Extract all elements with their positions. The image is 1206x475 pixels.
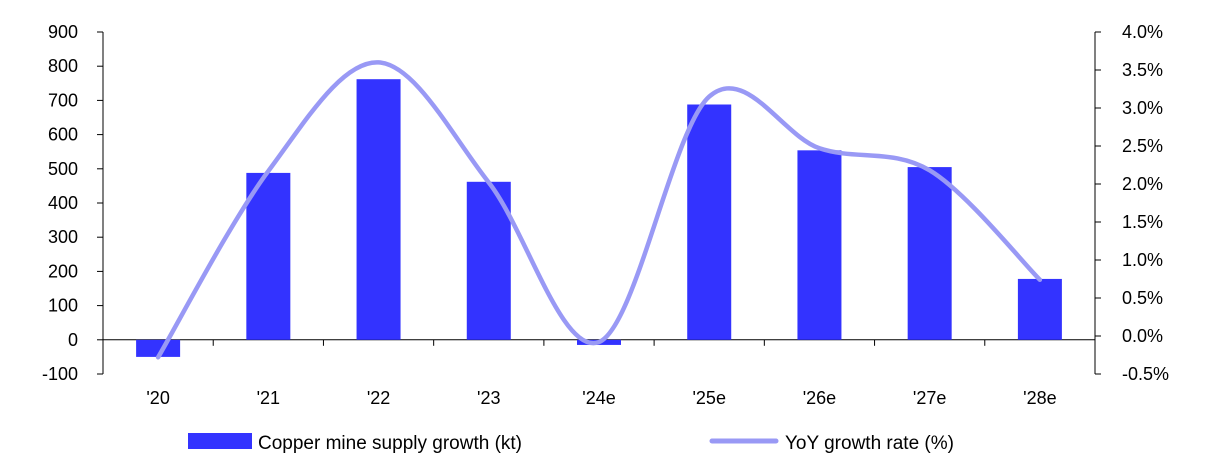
y-right-tick-label: 4.0% bbox=[1122, 22, 1163, 42]
bar bbox=[797, 150, 842, 340]
y-right-tick-label: 3.5% bbox=[1122, 60, 1163, 80]
x-tick-label: '24e bbox=[582, 388, 615, 408]
y-right-tick-label: 1.5% bbox=[1122, 212, 1163, 232]
y-left-tick-label: 300 bbox=[48, 227, 78, 247]
bar bbox=[356, 79, 401, 340]
y-left-tick-label: 100 bbox=[48, 296, 78, 316]
y-left-tick-label: -100 bbox=[42, 364, 78, 384]
y-left-tick-label: 500 bbox=[48, 159, 78, 179]
bar bbox=[687, 104, 732, 340]
y-right-tick-label: -0.5% bbox=[1122, 364, 1169, 384]
legend-label-bar: Copper mine supply growth (kt) bbox=[258, 433, 522, 454]
y-left-tick-label: 200 bbox=[48, 261, 78, 281]
y-left-tick-label: 700 bbox=[48, 90, 78, 110]
y-right-tick-label: 3.0% bbox=[1122, 98, 1163, 118]
y-left-tick-label: 800 bbox=[48, 56, 78, 76]
y-right-tick-label: 2.0% bbox=[1122, 174, 1163, 194]
y-right-tick-label: 0.5% bbox=[1122, 288, 1163, 308]
x-tick-label: '21 bbox=[257, 388, 280, 408]
x-tick-label: '28e bbox=[1023, 388, 1056, 408]
tick-labels-group: -100 0 100 200 300 400 500 600 700 800 900 -0.5% 0.0… bbox=[42, 22, 1169, 408]
legend-label-line: YoY growth rate (%) bbox=[785, 433, 954, 454]
legend: Copper mine supply growth (kt) YoY growt… bbox=[188, 433, 954, 454]
x-tick-label: '23 bbox=[477, 388, 500, 408]
y-right-tick-label: 2.5% bbox=[1122, 136, 1163, 156]
y-left-tick-label: 400 bbox=[48, 193, 78, 213]
bar bbox=[246, 172, 291, 340]
y-left-tick-label: 0 bbox=[68, 330, 78, 350]
x-tick-label: '25e bbox=[692, 388, 725, 408]
bar bbox=[907, 167, 952, 340]
y-right-tick-label: 0.0% bbox=[1122, 326, 1163, 346]
bars-group bbox=[136, 79, 1062, 357]
x-tick-label: '27e bbox=[913, 388, 946, 408]
bar bbox=[1017, 278, 1062, 340]
series-line bbox=[155, 60, 1043, 360]
y-left-tick-label: 900 bbox=[48, 22, 78, 42]
x-tick-label: '26e bbox=[803, 388, 836, 408]
y-left-tick-label: 600 bbox=[48, 125, 78, 145]
line-group bbox=[155, 60, 1043, 360]
bar bbox=[136, 339, 181, 357]
legend-swatch-bar bbox=[188, 433, 252, 449]
x-tick-label: '20 bbox=[146, 388, 169, 408]
y-right-tick-label: 1.0% bbox=[1122, 250, 1163, 270]
x-tick-label: '22 bbox=[367, 388, 390, 408]
